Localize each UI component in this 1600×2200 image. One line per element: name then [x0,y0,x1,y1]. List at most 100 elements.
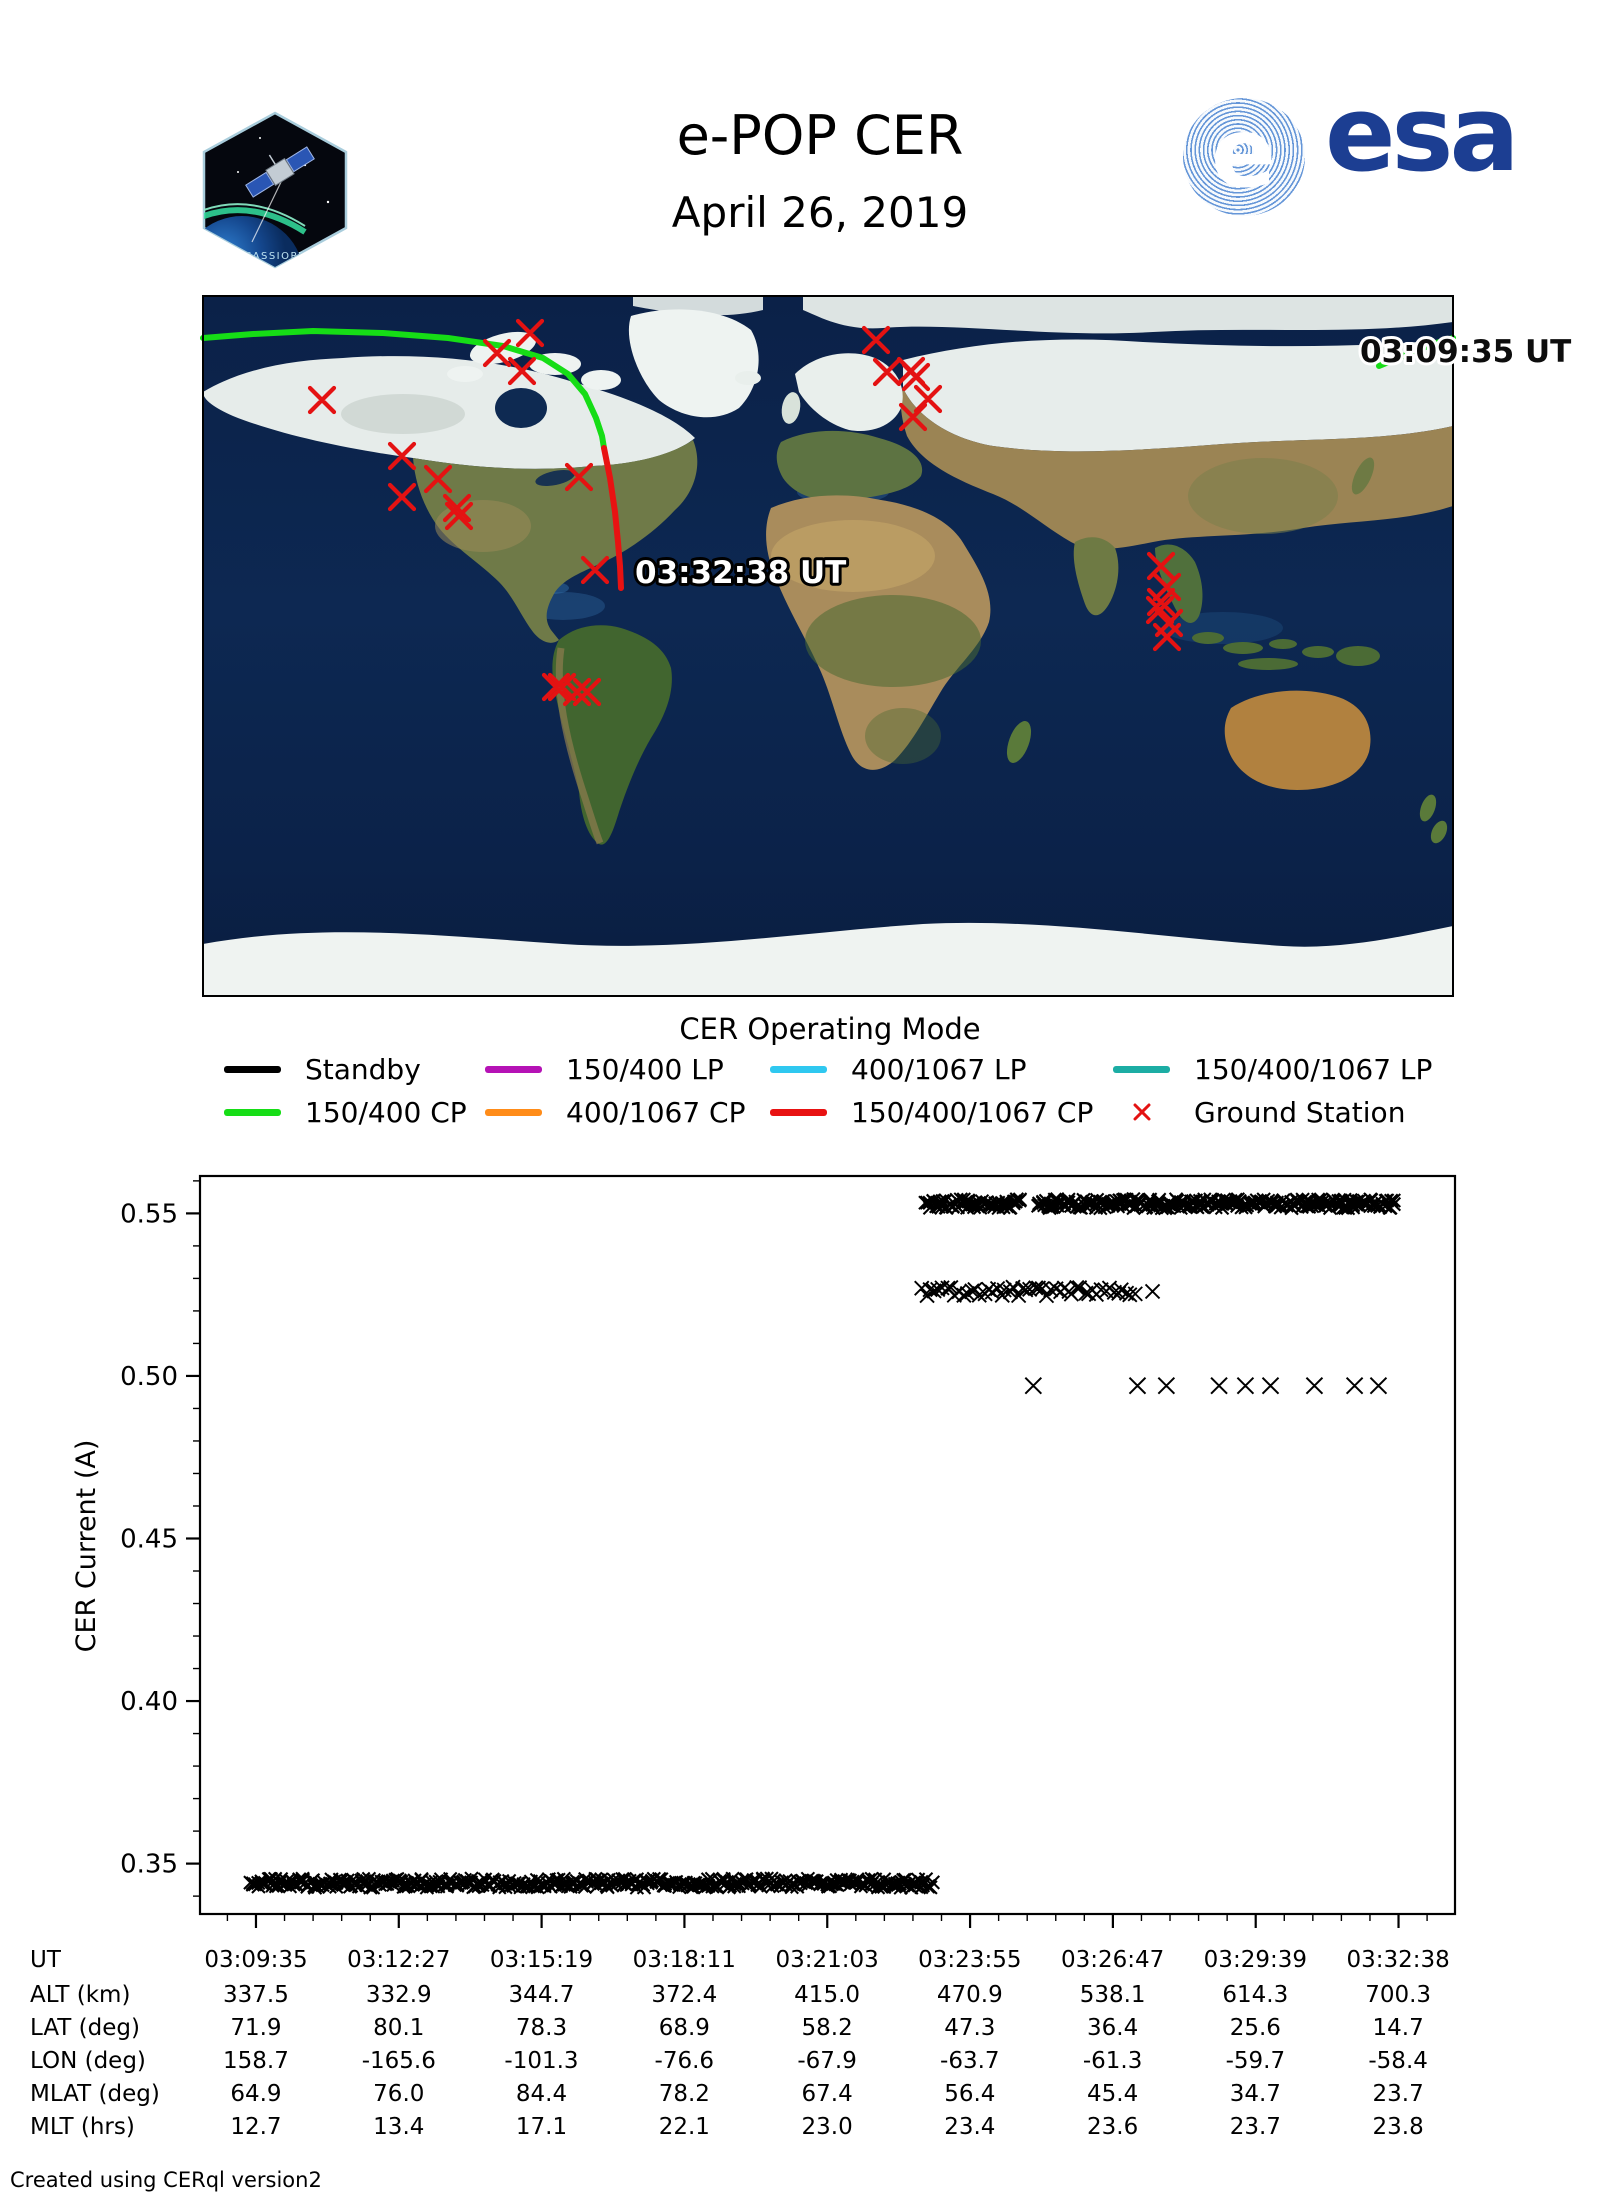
table-cell: -58.4 [1368,2048,1428,2074]
table-cell: 03:29:39 [1203,1947,1307,1973]
page-title: e-POP CER [676,104,964,167]
table-cell: 23.7 [1372,2081,1424,2107]
table-cell: 78.2 [658,2081,710,2107]
table-cell: 17.1 [515,2114,568,2140]
table-cell: 64.9 [230,2081,282,2107]
table-cell: 67.4 [801,2081,853,2107]
table-cell: 03:21:03 [775,1947,879,1973]
esa-globe-icon [1183,98,1305,216]
table-cell: 71.9 [230,2015,282,2041]
table-cell: 344.7 [508,1982,575,2008]
ground-track-map: 03:09:35 UT 03:32:38 UT [200,295,1574,997]
table-cell: -76.6 [654,2048,715,2074]
table-cell: 13.4 [373,2114,425,2140]
ground-station-x-icon [1113,1100,1170,1124]
table-cell: 03:12:27 [347,1947,451,1973]
scatter-band-standby [243,1871,941,1895]
legend-line-swatch [485,1108,542,1116]
table-cell: 58.2 [801,2015,853,2041]
legend-label: Ground Station [1194,1095,1406,1129]
table-cell: -101.3 [504,2048,579,2074]
table-cell: 80.1 [373,2015,425,2041]
legend-label: Standby [305,1052,421,1086]
table-cell: -67.9 [797,2048,857,2074]
table-cell: 23.8 [1372,2114,1424,2140]
y-tick-label: 0.50 [120,1362,178,1392]
table-cell: 700.3 [1365,1982,1432,2008]
table-cell: 68.9 [658,2015,710,2041]
table-cell: 25.6 [1229,2015,1281,2041]
legend-item-150-400-1067-lp: 150/400/1067 LP [1113,1052,1433,1086]
legend-label: 150/400/1067 CP [851,1095,1094,1129]
table-cell: 76.0 [373,2081,425,2107]
legend-line-swatch [224,1108,281,1116]
y-tick-label: 0.55 [120,1199,178,1229]
legend-item-400-1067-cp: 400/1067 CP [485,1095,746,1129]
table-cell: 23.0 [801,2114,853,2140]
table-cell: 158.7 [223,2048,289,2074]
table-cell: 23.4 [944,2114,996,2140]
table-cell: 03:15:19 [489,1947,594,1973]
table-cell: 22.1 [658,2114,710,2140]
track-150-400-cp-wrap [1376,335,1456,369]
legend-item-standby: Standby [224,1052,421,1086]
track-150-400-cp [200,328,607,451]
table-cell: 12.7 [230,2114,282,2140]
table-cell: 03:26:47 [1060,1947,1165,1973]
table-row-label-mlt: MLT (hrs) [30,2114,135,2140]
legend-label: 150/400 CP [305,1095,467,1129]
table-cell: 614.3 [1222,1982,1289,2008]
map-border [202,295,1454,997]
esa-e-glyph: e [1211,97,1277,209]
table-cell: 415.0 [794,1982,861,2008]
ground-station-markers [307,318,1184,707]
table-cell: 34.7 [1229,2081,1281,2107]
table-cell: 470.9 [936,1982,1003,2008]
table-cell: 84.4 [515,2081,568,2107]
table-cell: 03:09:35 [204,1947,308,1973]
legend-label: 400/1067 LP [851,1052,1027,1086]
y-axis-label: CER Current (A) [71,1439,102,1653]
scatter-sparse-points [1024,1376,1388,1395]
table-cell: 03:32:38 [1346,1947,1450,1973]
legend-item-150-400-cp: 150/400 CP [224,1095,467,1129]
legend-line-swatch [224,1065,281,1073]
legend-item-150-400-1067-cp: 150/400/1067 CP [770,1095,1094,1129]
legend-item-150-400-lp: 150/400 LP [485,1052,724,1086]
patch-aurora [204,207,307,235]
y-tick-label: 0.45 [120,1524,178,1554]
table-row-label-mlat: MLAT (deg) [30,2081,160,2107]
table-cell: 538.1 [1079,1982,1146,2008]
table-row-label-lon: LON (deg) [30,2048,146,2074]
legend-item-ground-station: Ground Station [1113,1095,1406,1129]
table-cell: 78.3 [515,2015,568,2041]
esa-wordmark: esa [1325,73,1520,195]
map-continents [203,296,1453,996]
legend-label: 150/400 LP [566,1052,724,1086]
legend-line-swatch [770,1108,827,1116]
scatter-band-mid [914,1279,1161,1304]
table-cell: 14.7 [1372,2015,1424,2041]
table-cell: -63.7 [940,2048,1000,2074]
y-tick-label: 0.40 [120,1687,178,1717]
table-cell: 372.4 [651,1982,718,2008]
map-start-time-label: 03:09:35 UT [1360,334,1571,370]
legend-label: 150/400/1067 LP [1194,1052,1433,1086]
table-cell: 23.6 [1087,2114,1139,2140]
table-row-label-ut: UT [30,1947,61,1973]
esa-logo: e esa [1183,73,1520,220]
page-date: April 26, 2019 [671,188,969,237]
table-cell: -61.3 [1082,2048,1143,2074]
footer-credit: Created using CERql version2 [10,2168,322,2192]
scatter-band-high [918,1191,1402,1216]
table-cell: -59.7 [1225,2048,1286,2074]
cer-current-plot: 0.35 0.40 0.45 0.50 0.55 [120,1174,1460,1928]
table-cell: 45.4 [1087,2081,1139,2107]
table-cell: 23.7 [1229,2114,1281,2140]
legend-line-swatch [1113,1065,1170,1073]
table-cell: 56.4 [944,2081,996,2107]
legend-line-swatch [485,1065,542,1073]
table-row-label-lat: LAT (deg) [30,2015,140,2041]
track-150-400-1067-cp [601,445,624,591]
legend-label: 400/1067 CP [566,1095,746,1129]
